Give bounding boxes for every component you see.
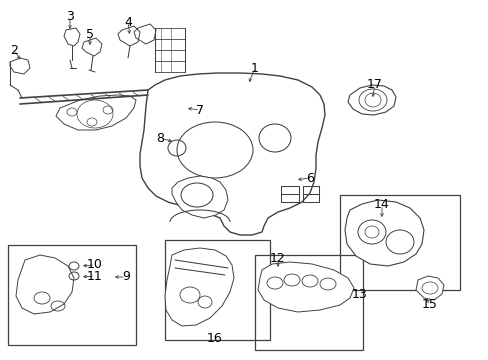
Text: 9: 9 <box>122 270 130 284</box>
Polygon shape <box>140 73 325 235</box>
Text: 10: 10 <box>87 258 103 271</box>
Text: 1: 1 <box>250 62 259 75</box>
Polygon shape <box>258 262 353 312</box>
Polygon shape <box>164 248 234 326</box>
Bar <box>254 255 362 350</box>
Polygon shape <box>415 276 443 300</box>
Polygon shape <box>56 95 136 130</box>
Bar <box>8 245 136 345</box>
Text: 12: 12 <box>269 252 285 265</box>
Text: 17: 17 <box>366 78 382 91</box>
Text: 6: 6 <box>305 171 313 184</box>
Text: 5: 5 <box>86 28 94 41</box>
Text: 3: 3 <box>66 10 74 23</box>
Bar <box>339 195 459 290</box>
Text: 7: 7 <box>196 104 203 117</box>
Text: 8: 8 <box>156 131 163 144</box>
Text: 13: 13 <box>351 288 367 302</box>
Text: 4: 4 <box>124 15 132 28</box>
Text: 11: 11 <box>87 270 102 283</box>
Polygon shape <box>172 176 227 218</box>
Text: 2: 2 <box>10 44 18 57</box>
Polygon shape <box>16 255 74 314</box>
Text: 16: 16 <box>207 332 223 345</box>
Polygon shape <box>347 85 395 115</box>
Polygon shape <box>345 200 423 266</box>
Text: 14: 14 <box>373 198 389 211</box>
Bar <box>164 240 269 340</box>
Text: 15: 15 <box>421 298 437 311</box>
